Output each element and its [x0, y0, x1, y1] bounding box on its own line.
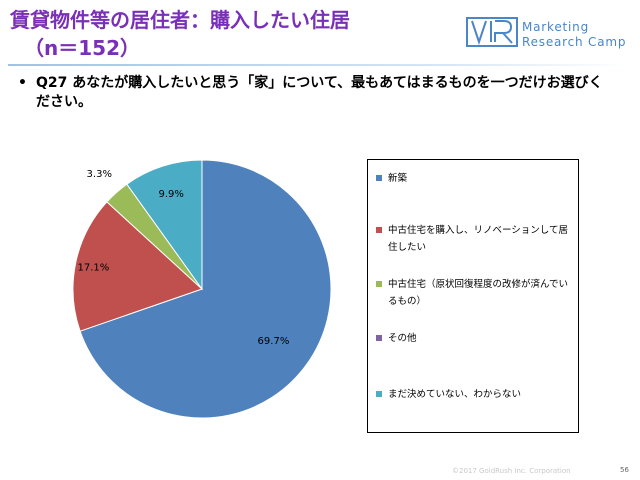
logo-line-2: Research Camp	[522, 35, 627, 49]
pie-slice-1	[72, 201, 203, 332]
bullet-icon: •	[18, 75, 27, 91]
pie-data-label-4: 9.9%	[159, 189, 184, 200]
legend-swatch	[376, 281, 382, 287]
legend-swatch	[376, 227, 382, 233]
legend-item-4: まだ決めていない、わからない	[376, 386, 576, 403]
question-block: • Q27 あなたが購入したいと思う「家」について、最もあてはまるものを一つだけ…	[18, 74, 608, 112]
pie-slice-0	[79, 159, 332, 419]
legend-label: まだ決めていない、わからない	[388, 389, 522, 400]
pie-slice-4	[126, 159, 203, 291]
question-text: Q27 あなたが購入したいと思う「家」について、最もあてはまるものを一つだけお選…	[36, 75, 603, 110]
legend-label: その他	[388, 333, 417, 344]
page-title: 賃貸物件等の居住者：購入したい住居 （n＝152）	[10, 6, 450, 62]
pie-data-label-2: 3.3%	[87, 169, 112, 180]
logo-wordmark: Marketing Research Camp	[522, 20, 626, 50]
legend-item-1: 中古住宅を購入し、リノベーションして居住したい	[376, 222, 576, 256]
legend-item-2: 中古住宅（原状回復程度の改修が済んでいるもの）	[376, 276, 576, 310]
pie-data-label-1: 17.1%	[77, 263, 109, 274]
legend-label: 中古住宅（原状回復程度の改修が済んでいるもの）	[388, 279, 569, 307]
pie-data-label-0: 69.7%	[258, 336, 290, 347]
legend-label: 中古住宅を購入し、リノベーションして居住したい	[388, 225, 569, 253]
legend-swatch	[376, 175, 382, 181]
brand-logo: Marketing Research Camp	[466, 17, 636, 51]
copyright-text: ©2017 GoldRush Inc. Corporation	[452, 467, 571, 475]
header-divider	[8, 64, 632, 66]
legend-item-3: その他	[376, 330, 576, 347]
legend-label: 新築	[388, 173, 408, 184]
legend-swatch	[376, 391, 382, 397]
mrc-logo-icon	[466, 17, 518, 47]
legend-swatch	[376, 335, 382, 341]
title-line-2: （n＝152）	[24, 36, 140, 60]
chart-legend: 新築中古住宅を購入し、リノベーションして居住したい 中古住宅（原状回復程度の改修が…	[367, 159, 579, 433]
legend-item-0: 新築	[376, 170, 576, 187]
logo-line-1: Marketing	[522, 20, 590, 34]
page-number: 56	[620, 466, 629, 474]
title-line-1: 賃貸物件等の居住者：購入したい住居	[10, 8, 350, 32]
